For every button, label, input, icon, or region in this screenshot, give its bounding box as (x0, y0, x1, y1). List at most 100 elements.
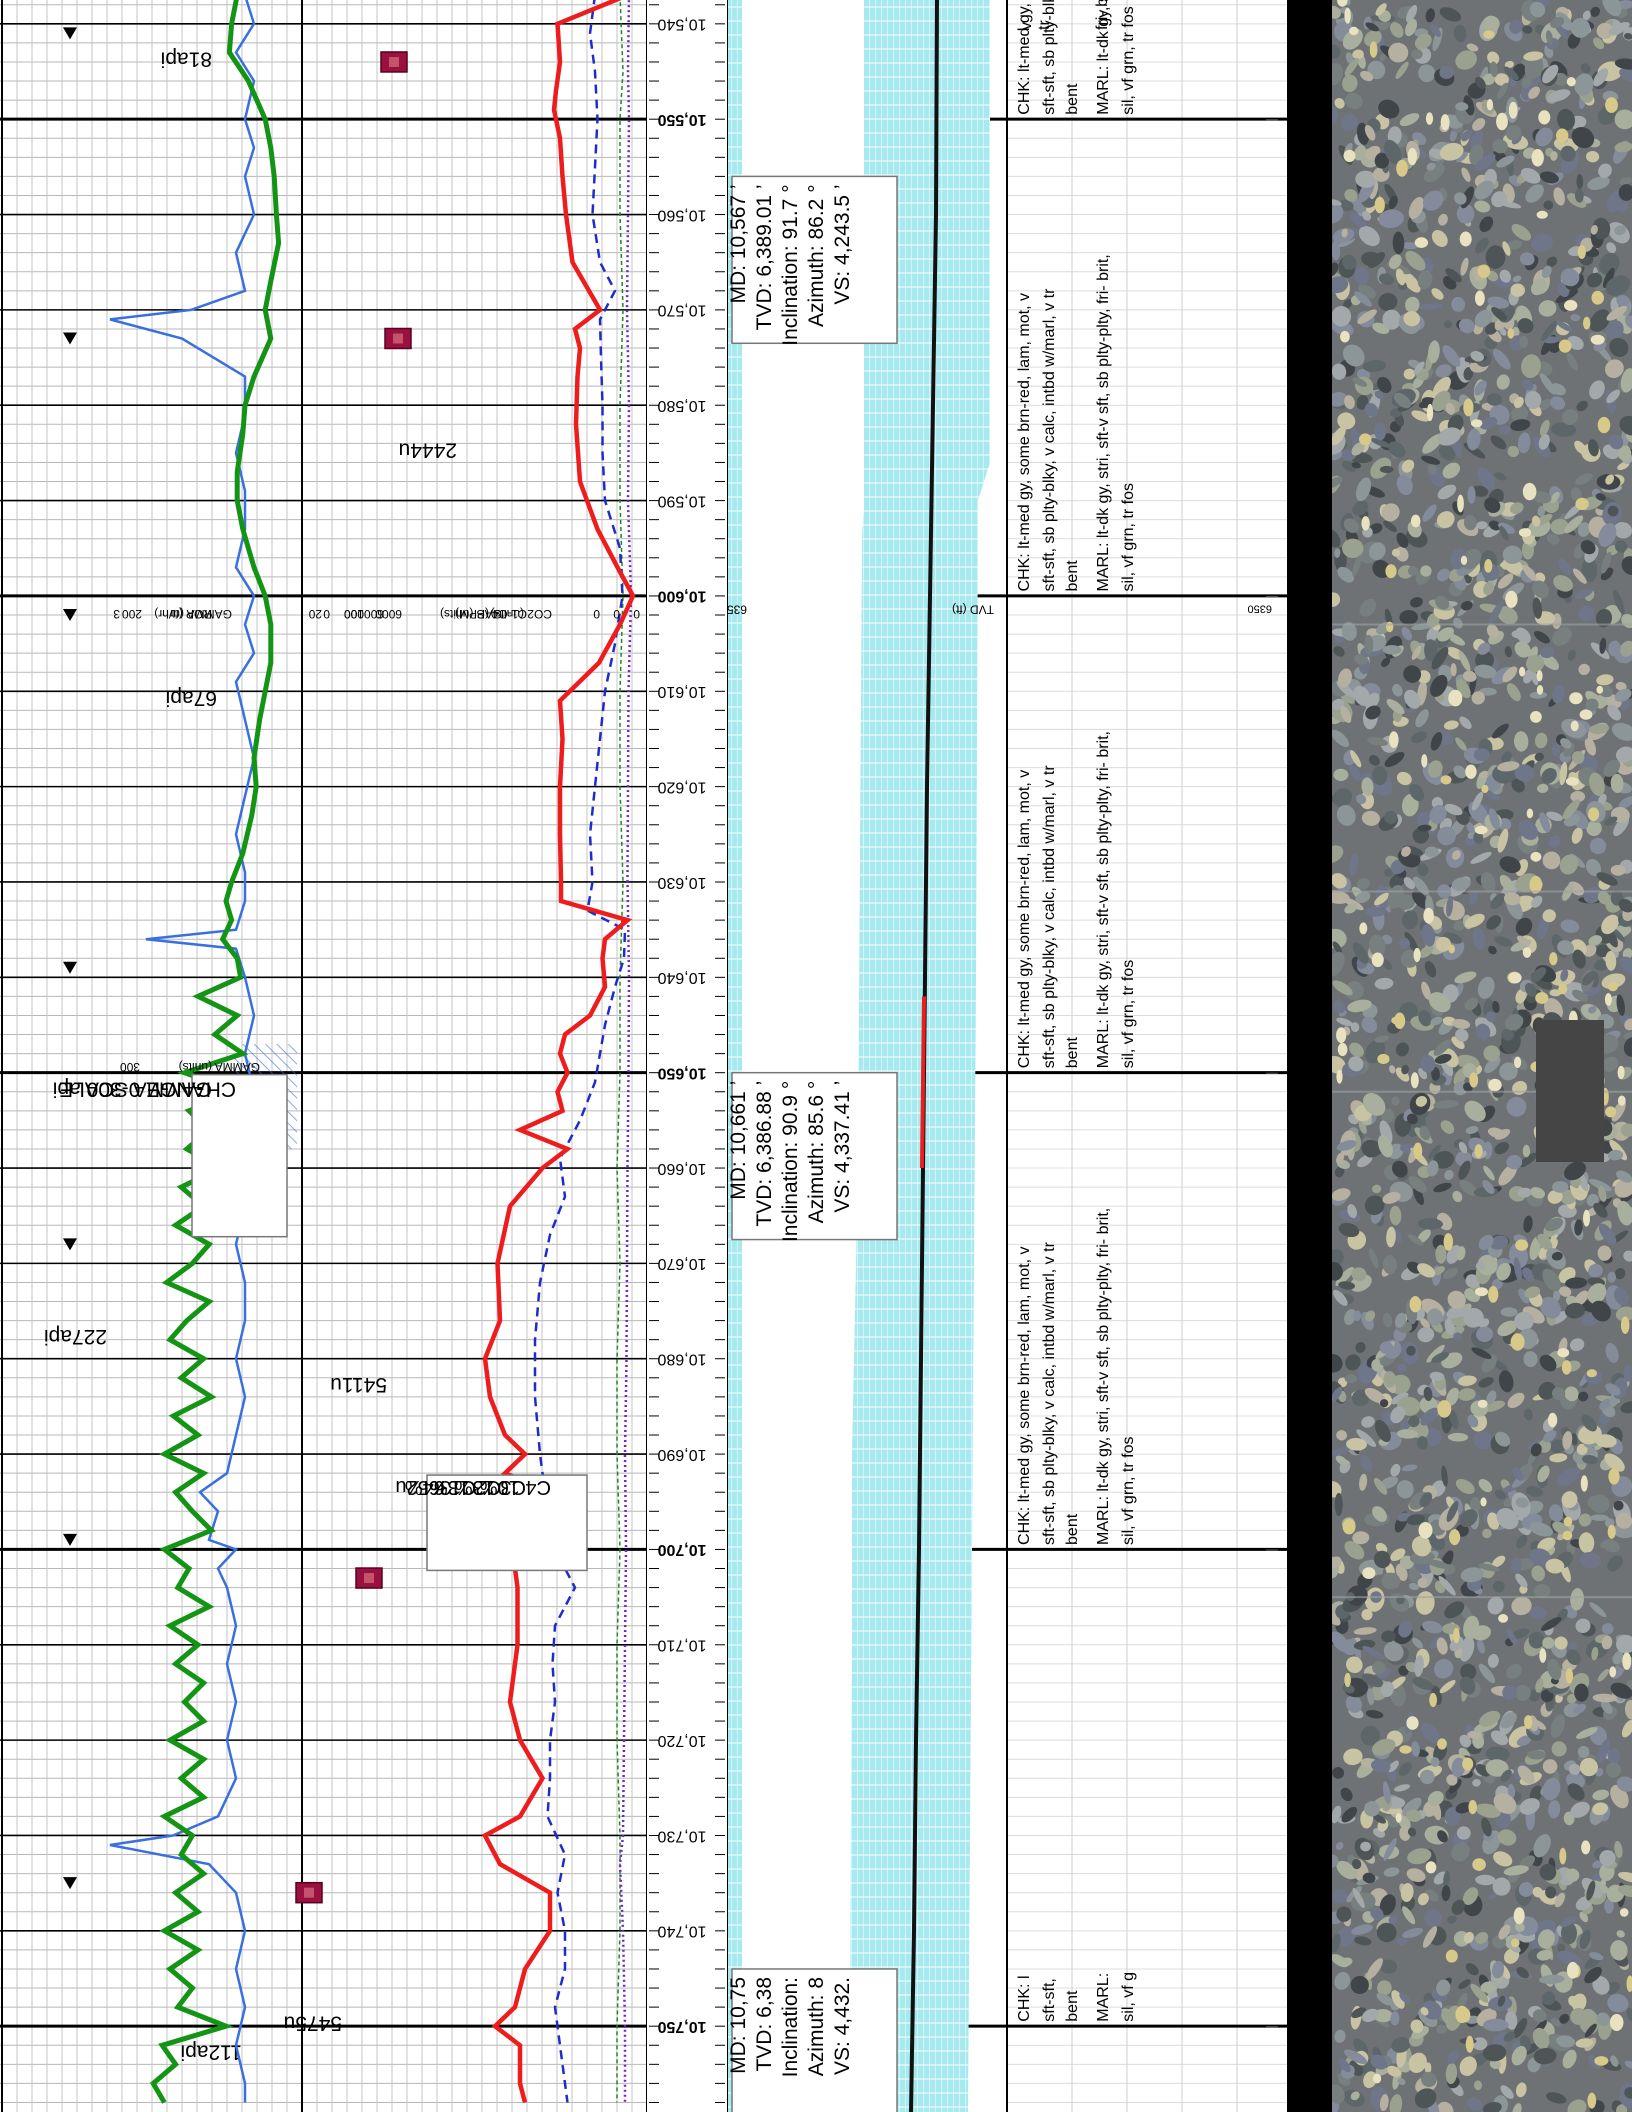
cutting-chip (1601, 1056, 1619, 1072)
cutting-chip (1556, 2035, 1576, 2048)
cutting-light-chip (1465, 764, 1477, 779)
cutting-chip (1551, 742, 1561, 757)
cutting-chip (1534, 630, 1550, 644)
cutting-chip (1577, 1745, 1590, 1758)
depth-label: 10,720 (657, 1732, 706, 1749)
cutting-light-chip (1423, 907, 1434, 924)
cutting-light-chip (1563, 1516, 1573, 1527)
curve-annotation: 5475u (284, 2012, 342, 2035)
cutting-chip (1404, 931, 1419, 954)
cutting-light-chip (1510, 1333, 1525, 1351)
curve-annotation: 112api (180, 2040, 242, 2063)
triangle-marker (63, 961, 77, 974)
cutting-chip (1419, 945, 1434, 958)
cutting-light-chip (1557, 1348, 1570, 1358)
gamma-scale-label: 200 (122, 607, 142, 621)
cutting-chip (1511, 405, 1529, 423)
cutting-chip (1487, 1596, 1504, 1615)
cutting-chip (1495, 1431, 1511, 1447)
cutting-chip (1500, 1307, 1518, 1317)
survey-line: MD: 10,661 ’ (727, 1081, 750, 1200)
cutting-light-chip (1579, 709, 1593, 720)
cutting-chip (1433, 1099, 1459, 1109)
cutting-chip (1341, 1806, 1358, 1823)
cutting-light-chip (1594, 2056, 1609, 2066)
cutting-chip (1484, 1056, 1501, 1074)
gas-marker-window (393, 333, 403, 344)
cutting-light-chip (1349, 26, 1359, 36)
cutting-chip (1604, 1898, 1614, 1914)
cutting-light-chip (1385, 564, 1397, 579)
cutting-light-chip (1513, 1907, 1525, 1925)
cutting-light-chip (1605, 1106, 1617, 1118)
tvd-axis-label: TVD (ft) (952, 602, 994, 616)
cutting-light-chip (1361, 516, 1370, 531)
cutting-chip (1540, 646, 1555, 659)
cutting-chip (1574, 1683, 1589, 1702)
cutting-chip (1401, 1064, 1409, 1075)
cutting-chip (1424, 1909, 1443, 1928)
cutting-chip (1593, 37, 1605, 50)
cutting-light-chip (1622, 1652, 1632, 1670)
cutting-light-chip (1609, 1666, 1617, 1678)
curve-annotation: 5411u (330, 1373, 387, 1396)
cutting-chip (1381, 503, 1400, 522)
cutting-chip (1571, 827, 1583, 844)
cutting-light-chip (1588, 807, 1600, 822)
gas-curve (481, 0, 636, 2104)
cutting-light-chip (1583, 1209, 1590, 1227)
cutting-light-chip (1342, 1518, 1356, 1535)
cutting-chip (1378, 273, 1394, 285)
cutting-chip (1613, 522, 1632, 539)
cutting-light-chip (1549, 952, 1558, 966)
cutting-chip (1352, 1531, 1370, 1545)
cutting-chip (1548, 1800, 1561, 1819)
cutting-chip (1606, 1762, 1621, 1778)
depth-label: 10,590 (657, 492, 706, 509)
cutting-light-chip (1530, 711, 1542, 723)
cutting-light-chip (1590, 334, 1605, 345)
scale-label: 100 (344, 607, 364, 621)
cutting-chip (1478, 1377, 1494, 1388)
depth-label: 10,700 (657, 1541, 706, 1558)
cutting-chip (1376, 1922, 1397, 1943)
cutting-chip (1343, 1748, 1363, 1766)
cutting-light-chip (1577, 245, 1586, 259)
survey-box: MD: 10,661 ’ TVD: 6,386.88 ’ Inclination: … (727, 1071, 898, 1242)
cutting-chip (1334, 2029, 1346, 2043)
cutting-light-chip (1508, 972, 1522, 984)
cutting-light-chip (1562, 1530, 1573, 1541)
cutting-chip (1475, 1874, 1496, 1886)
cutting-chip (1601, 973, 1626, 989)
cutting-chip (1336, 1860, 1358, 1880)
cutting-light-chip (1394, 1012, 1406, 1030)
cutting-chip (1331, 306, 1352, 327)
survey-line: VS: 4,337.41 ’ (831, 1081, 854, 1213)
cutting-chip (1374, 1035, 1389, 1043)
cutting-light-chip (1536, 210, 1548, 219)
cutting-chip (1400, 242, 1420, 250)
lithology-text: bent (1064, 1990, 1081, 2022)
cutting-chip (1391, 1990, 1405, 2009)
lithology-text-partial: tr (1036, 20, 1053, 30)
cutting-chip (1499, 874, 1515, 893)
cutting-chip (1466, 43, 1479, 52)
cutting-chip (1494, 472, 1507, 481)
cutting-chip (1577, 522, 1591, 537)
cutting-chip (1357, 1154, 1373, 1168)
cutting-chip (1424, 2062, 1432, 2074)
gamma-scale-label: 0 (323, 607, 330, 621)
cutting-light-chip (1418, 1522, 1433, 1539)
cutting-chip (1511, 2045, 1527, 2066)
cutting-chip (1620, 1401, 1632, 1414)
cutting-light-chip (1477, 1399, 1488, 1408)
side-tab[interactable] (1536, 1020, 1604, 1162)
cutting-chip (1408, 1582, 1420, 1591)
cutting-light-chip (1535, 992, 1549, 1004)
cutting-chip (1486, 1390, 1497, 1405)
cutting-light-chip (1359, 433, 1372, 446)
cutting-chip (1529, 1236, 1542, 1261)
cutting-light-chip (1385, 621, 1394, 633)
cutting-chip (1382, 959, 1392, 971)
cutting-chip (1358, 226, 1380, 247)
